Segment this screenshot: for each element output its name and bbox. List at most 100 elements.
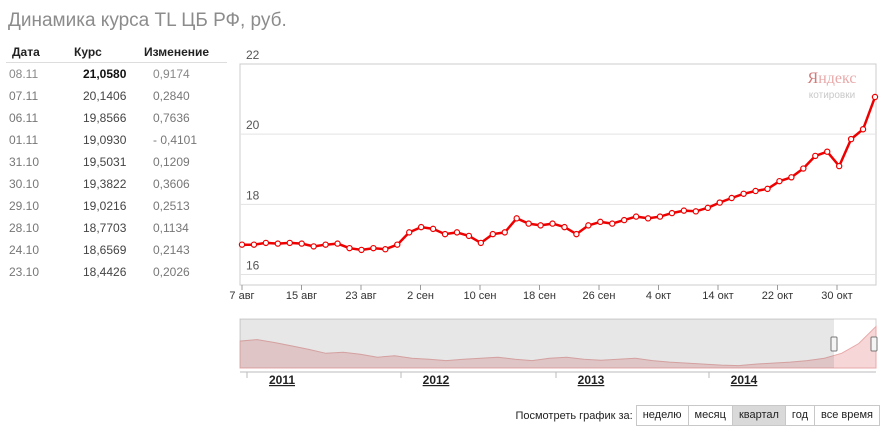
data-point [752,187,759,195]
data-point [358,246,365,254]
x-tick-label: 26 сен [583,290,616,302]
yandex-brand-first: Я [807,70,819,87]
row-rate: 20,1406 [83,89,127,103]
x-axis-ticks: 7 авг 15 авг 23 авг 2 сен 10 сен 18 сен 26 сен… [229,285,853,302]
data-point [417,223,425,231]
row-date: 01.11 [9,133,39,147]
data-point [453,229,461,236]
year-label: 2013 [578,373,605,387]
row-rate: 19,0930 [83,133,127,147]
data-point [740,190,747,197]
data-point [632,213,640,220]
column-header-change: Изменение [144,45,210,59]
y-tick-label: 16 [246,258,260,272]
row-date: 08.11 [9,67,39,81]
chart-grid [240,133,876,275]
chart-series [238,93,879,254]
data-point [644,215,652,222]
data-point [250,241,258,248]
navigator-mask [240,319,834,368]
row-date: 28.10 [9,221,40,235]
data-point [573,230,580,238]
period-all-button[interactable]: все время [814,405,880,426]
period-selector: Посмотреть график за: неделю месяц кварт… [515,405,880,426]
row-change: 0,2026 [153,265,190,279]
navigator[interactable]: 2011 2012 2013 2014 [239,318,878,387]
year-label: 2012 [423,373,450,387]
row-rate: 19,0216 [83,199,127,213]
data-point [465,232,473,240]
navigator-handle [870,336,878,352]
period-label: Посмотреть график за: [515,409,633,422]
y-tick-label: 20 [246,118,260,132]
row-date: 06.11 [9,111,39,125]
data-point [812,152,819,160]
data-point [394,241,401,248]
row-rate: 18,6569 [83,243,127,257]
year-label: 2014 [731,373,758,387]
period-quarter-button[interactable]: квартал [731,405,786,426]
row-date: 31.10 [9,155,40,169]
data-point [835,162,843,170]
data-point [322,241,329,248]
data-point [871,93,879,101]
data-point [346,244,353,252]
yandex-quotes-logo: Яндекс котировки [792,70,872,122]
x-tick-label: 2 сен [407,290,434,302]
data-point [597,218,604,226]
row-change: 0,3606 [153,177,190,191]
data-point [298,240,305,247]
row-rate: 18,7703 [83,221,127,235]
data-point [501,229,508,236]
x-tick-label: 23 авг [345,290,376,302]
yandex-brand: Яндекс [792,70,872,88]
table-row: 01.11 19,0930 - 0,4101 [6,129,227,151]
column-header-date: Дата [12,45,40,59]
data-point [847,135,855,143]
row-rate: 18,4426 [83,265,127,279]
table-row: 07.11 20,1406 0,2840 [6,85,227,107]
data-point [585,222,592,229]
data-point [704,204,711,212]
data-point [441,230,449,238]
data-point [824,148,831,155]
yandex-brand-rest: ндекс [818,70,857,87]
data-point [620,216,628,224]
data-point [859,126,867,133]
data-point [406,229,413,236]
table-row: 31.10 19,5031 0,1209 [6,151,227,173]
data-point [537,222,544,229]
data-point [561,223,568,231]
table-row: 08.11 21,0580 0,9174 [6,63,227,86]
x-tick-label: 4 окт [646,290,671,302]
row-change: 0,1134 [153,221,189,235]
x-tick-label: 14 окт [702,290,733,302]
rates-table: Дата Курс Изменение 08.11 21,0580 0,9174… [6,44,227,283]
row-change: 0,7636 [153,111,190,125]
period-month-button[interactable]: месяц [687,405,733,426]
page-title: Динамика курса TL ЦБ РФ, руб. [8,10,287,31]
row-change: 0,2840 [153,89,190,103]
period-week-button[interactable]: неделю [635,405,689,426]
data-point [728,194,735,202]
data-point [800,165,807,172]
period-year-button[interactable]: год [784,405,815,426]
data-point [609,220,616,227]
data-point [788,174,795,181]
table-row: 30.10 19,3822 0,3606 [6,173,227,195]
row-change: 0,9174 [153,67,190,81]
row-date: 24.10 [9,243,40,257]
data-point [716,199,723,206]
row-date: 23.10 [9,265,40,279]
row-date: 30.10 [9,177,40,191]
data-point [656,213,664,220]
data-point [776,177,783,185]
data-point [549,220,556,227]
y-tick-label: 22 [246,48,260,62]
table-row: 28.10 18,7703 0,1134 [6,217,227,239]
data-point [310,243,317,250]
row-rate: 19,3822 [83,177,127,191]
data-point [274,240,282,247]
navigator-area [239,325,877,369]
